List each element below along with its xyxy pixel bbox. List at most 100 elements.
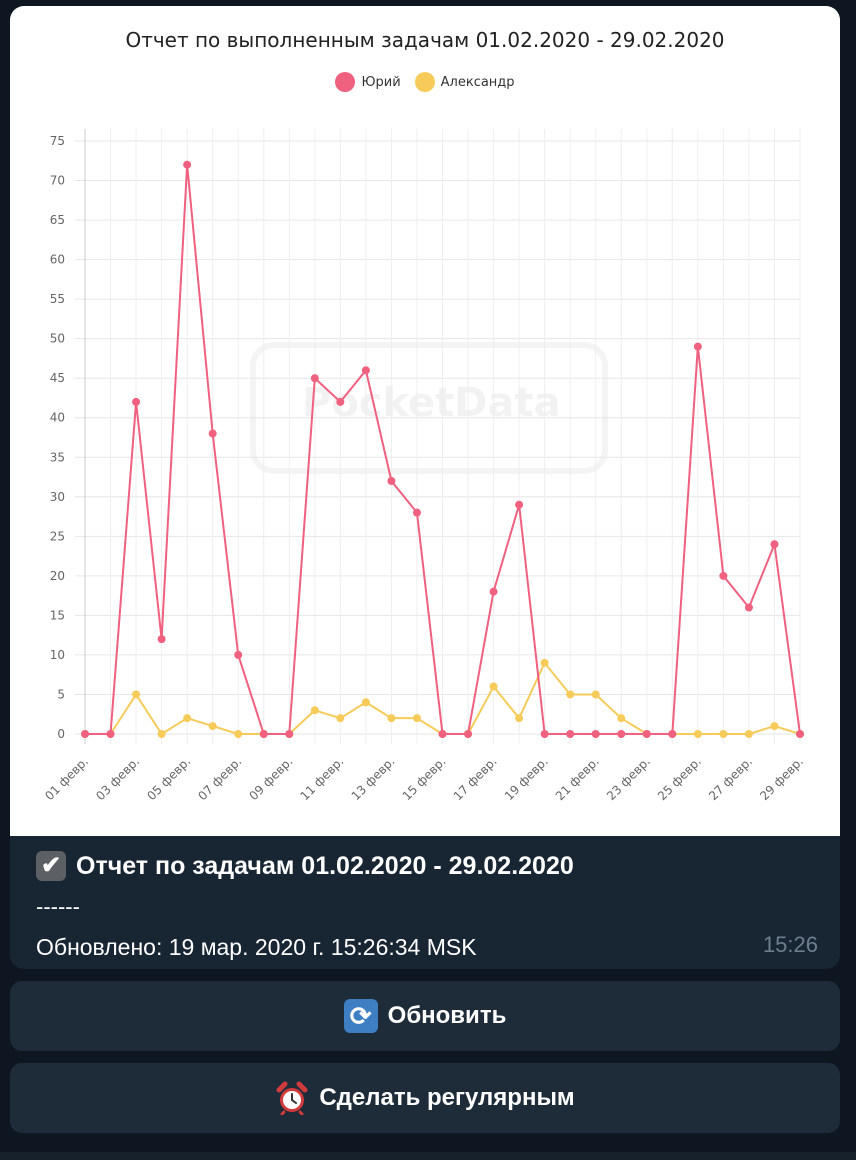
message-time: 15:26 bbox=[762, 932, 818, 957]
x-tick-label: 09 февр. bbox=[246, 754, 295, 803]
line-chart: 0 5 10 15 20 25 30 35 40 45 50 55 60 65 70 75 01 февр. 03… bbox=[42, 129, 806, 803]
x-tick-label: 05 февр. bbox=[144, 754, 193, 803]
data-point-yuriy bbox=[183, 160, 192, 169]
data-point-alexander bbox=[132, 690, 141, 699]
alarm-clock-icon bbox=[275, 1081, 309, 1115]
y-tick-label: 15 bbox=[50, 608, 65, 622]
data-point-alexander bbox=[310, 706, 319, 715]
data-point-alexander bbox=[336, 714, 345, 723]
legend-item-alexander: Александр bbox=[414, 72, 515, 92]
x-tick-label: 07 февр. bbox=[195, 754, 244, 803]
data-point-alexander bbox=[412, 714, 421, 723]
data-point-yuriy bbox=[540, 730, 549, 738]
x-tick-label: 27 февр. bbox=[706, 754, 755, 803]
y-tick-label: 65 bbox=[50, 213, 65, 227]
legend-marker-alexander bbox=[414, 72, 435, 92]
data-point-alexander bbox=[744, 730, 753, 738]
chat-message: Отчет по выполненным задачам 01.02.2020 … bbox=[10, 6, 840, 969]
x-tick-label: 11 февр. bbox=[298, 754, 347, 803]
chart-image: Отчет по выполненным задачам 01.02.2020 … bbox=[10, 6, 840, 836]
data-point-yuriy bbox=[336, 397, 345, 406]
data-point-alexander bbox=[515, 714, 524, 723]
y-tick-label: 60 bbox=[50, 253, 65, 267]
watermark-frame bbox=[250, 342, 608, 474]
chart-legend: Юрий Александр bbox=[10, 72, 840, 92]
y-tick-label: 40 bbox=[50, 411, 65, 425]
data-point-yuriy bbox=[208, 429, 217, 438]
data-point-yuriy bbox=[259, 730, 268, 738]
data-point-yuriy bbox=[642, 730, 651, 738]
data-point-alexander bbox=[208, 722, 217, 731]
data-point-alexander bbox=[693, 730, 702, 738]
data-point-yuriy bbox=[464, 730, 473, 738]
data-point-yuriy bbox=[591, 730, 600, 738]
data-point-alexander bbox=[540, 658, 549, 667]
data-point-yuriy bbox=[719, 571, 728, 580]
data-point-yuriy bbox=[438, 730, 447, 738]
legend-label-alexander: Александр bbox=[440, 74, 515, 90]
refresh-button-label: Обновить bbox=[387, 1002, 507, 1029]
caption-title-row: ✔ Отчет по задачам 01.02.2020 - 29.02.20… bbox=[36, 846, 816, 886]
data-point-alexander bbox=[617, 714, 626, 723]
data-point-alexander bbox=[234, 730, 243, 738]
data-point-yuriy bbox=[489, 587, 498, 596]
data-point-yuriy bbox=[157, 635, 166, 644]
y-tick-label: 75 bbox=[50, 134, 65, 148]
data-point-alexander bbox=[566, 690, 575, 699]
data-point-yuriy bbox=[361, 366, 370, 375]
data-point-yuriy bbox=[693, 342, 702, 351]
y-tick-label: 10 bbox=[50, 648, 65, 662]
bottom-bar bbox=[0, 1152, 856, 1160]
x-tick-label: 23 февр. bbox=[604, 754, 653, 803]
x-tick-label: 15 февр. bbox=[400, 754, 449, 803]
refresh-button[interactable]: ⟳ Обновить bbox=[10, 981, 840, 1051]
caption-title: Отчет по задачам 01.02.2020 - 29.02.2020 bbox=[76, 851, 574, 880]
data-point-yuriy bbox=[617, 730, 626, 738]
data-point-yuriy bbox=[285, 730, 294, 738]
caption-separator: ------ bbox=[36, 894, 80, 919]
caption-updated: Обновлено: 19 мар. 2020 г. 15:26:34 MSK bbox=[36, 934, 477, 960]
y-tick-label: 45 bbox=[50, 371, 65, 385]
x-tick-label: 29 февр. bbox=[757, 754, 806, 803]
make-regular-button[interactable]: Сделать регулярным bbox=[10, 1063, 840, 1133]
data-point-yuriy bbox=[234, 650, 243, 659]
data-point-alexander bbox=[770, 722, 779, 731]
chart-title: Отчет по выполненным задачам 01.02.2020 … bbox=[125, 28, 725, 52]
y-tick-label: 30 bbox=[50, 490, 65, 504]
data-point-alexander bbox=[361, 698, 370, 707]
y-tick-label: 55 bbox=[50, 292, 65, 306]
data-point-yuriy bbox=[81, 730, 89, 738]
legend-label-yuriy: Юрий bbox=[361, 74, 401, 90]
data-point-yuriy bbox=[310, 374, 319, 383]
data-point-yuriy bbox=[106, 730, 115, 738]
data-point-yuriy bbox=[796, 730, 804, 738]
message-caption: ✔ Отчет по задачам 01.02.2020 - 29.02.20… bbox=[36, 846, 816, 961]
x-tick-label: 25 февр. bbox=[655, 754, 704, 803]
data-point-alexander bbox=[591, 690, 600, 699]
data-point-yuriy bbox=[566, 730, 575, 738]
x-tick-label: 01 февр. bbox=[42, 754, 91, 803]
x-tick-label: 21 февр. bbox=[553, 754, 602, 803]
legend-item-yuriy: Юрий bbox=[335, 72, 401, 92]
y-tick-label: 70 bbox=[50, 174, 65, 188]
y-tick-label: 25 bbox=[50, 529, 65, 543]
data-point-yuriy bbox=[744, 603, 753, 612]
legend-marker-yuriy bbox=[335, 72, 356, 92]
data-point-alexander bbox=[183, 714, 192, 723]
y-tick-label: 0 bbox=[57, 727, 65, 741]
data-point-yuriy bbox=[668, 730, 677, 738]
y-tick-label: 5 bbox=[57, 687, 65, 701]
make-regular-button-label: Сделать регулярным bbox=[319, 1084, 575, 1111]
data-point-alexander bbox=[387, 714, 396, 723]
check-box-icon: ✔ bbox=[36, 851, 66, 881]
y-tick-label: 20 bbox=[50, 569, 65, 583]
refresh-icon: ⟳ bbox=[343, 999, 378, 1033]
data-point-yuriy bbox=[515, 500, 524, 509]
y-tick-label: 35 bbox=[50, 450, 65, 464]
y-tick-label: 50 bbox=[50, 332, 65, 346]
data-point-yuriy bbox=[387, 476, 396, 485]
data-point-yuriy bbox=[770, 540, 779, 549]
data-point-alexander bbox=[489, 682, 498, 691]
data-point-alexander bbox=[157, 730, 166, 738]
data-point-yuriy bbox=[412, 508, 421, 517]
